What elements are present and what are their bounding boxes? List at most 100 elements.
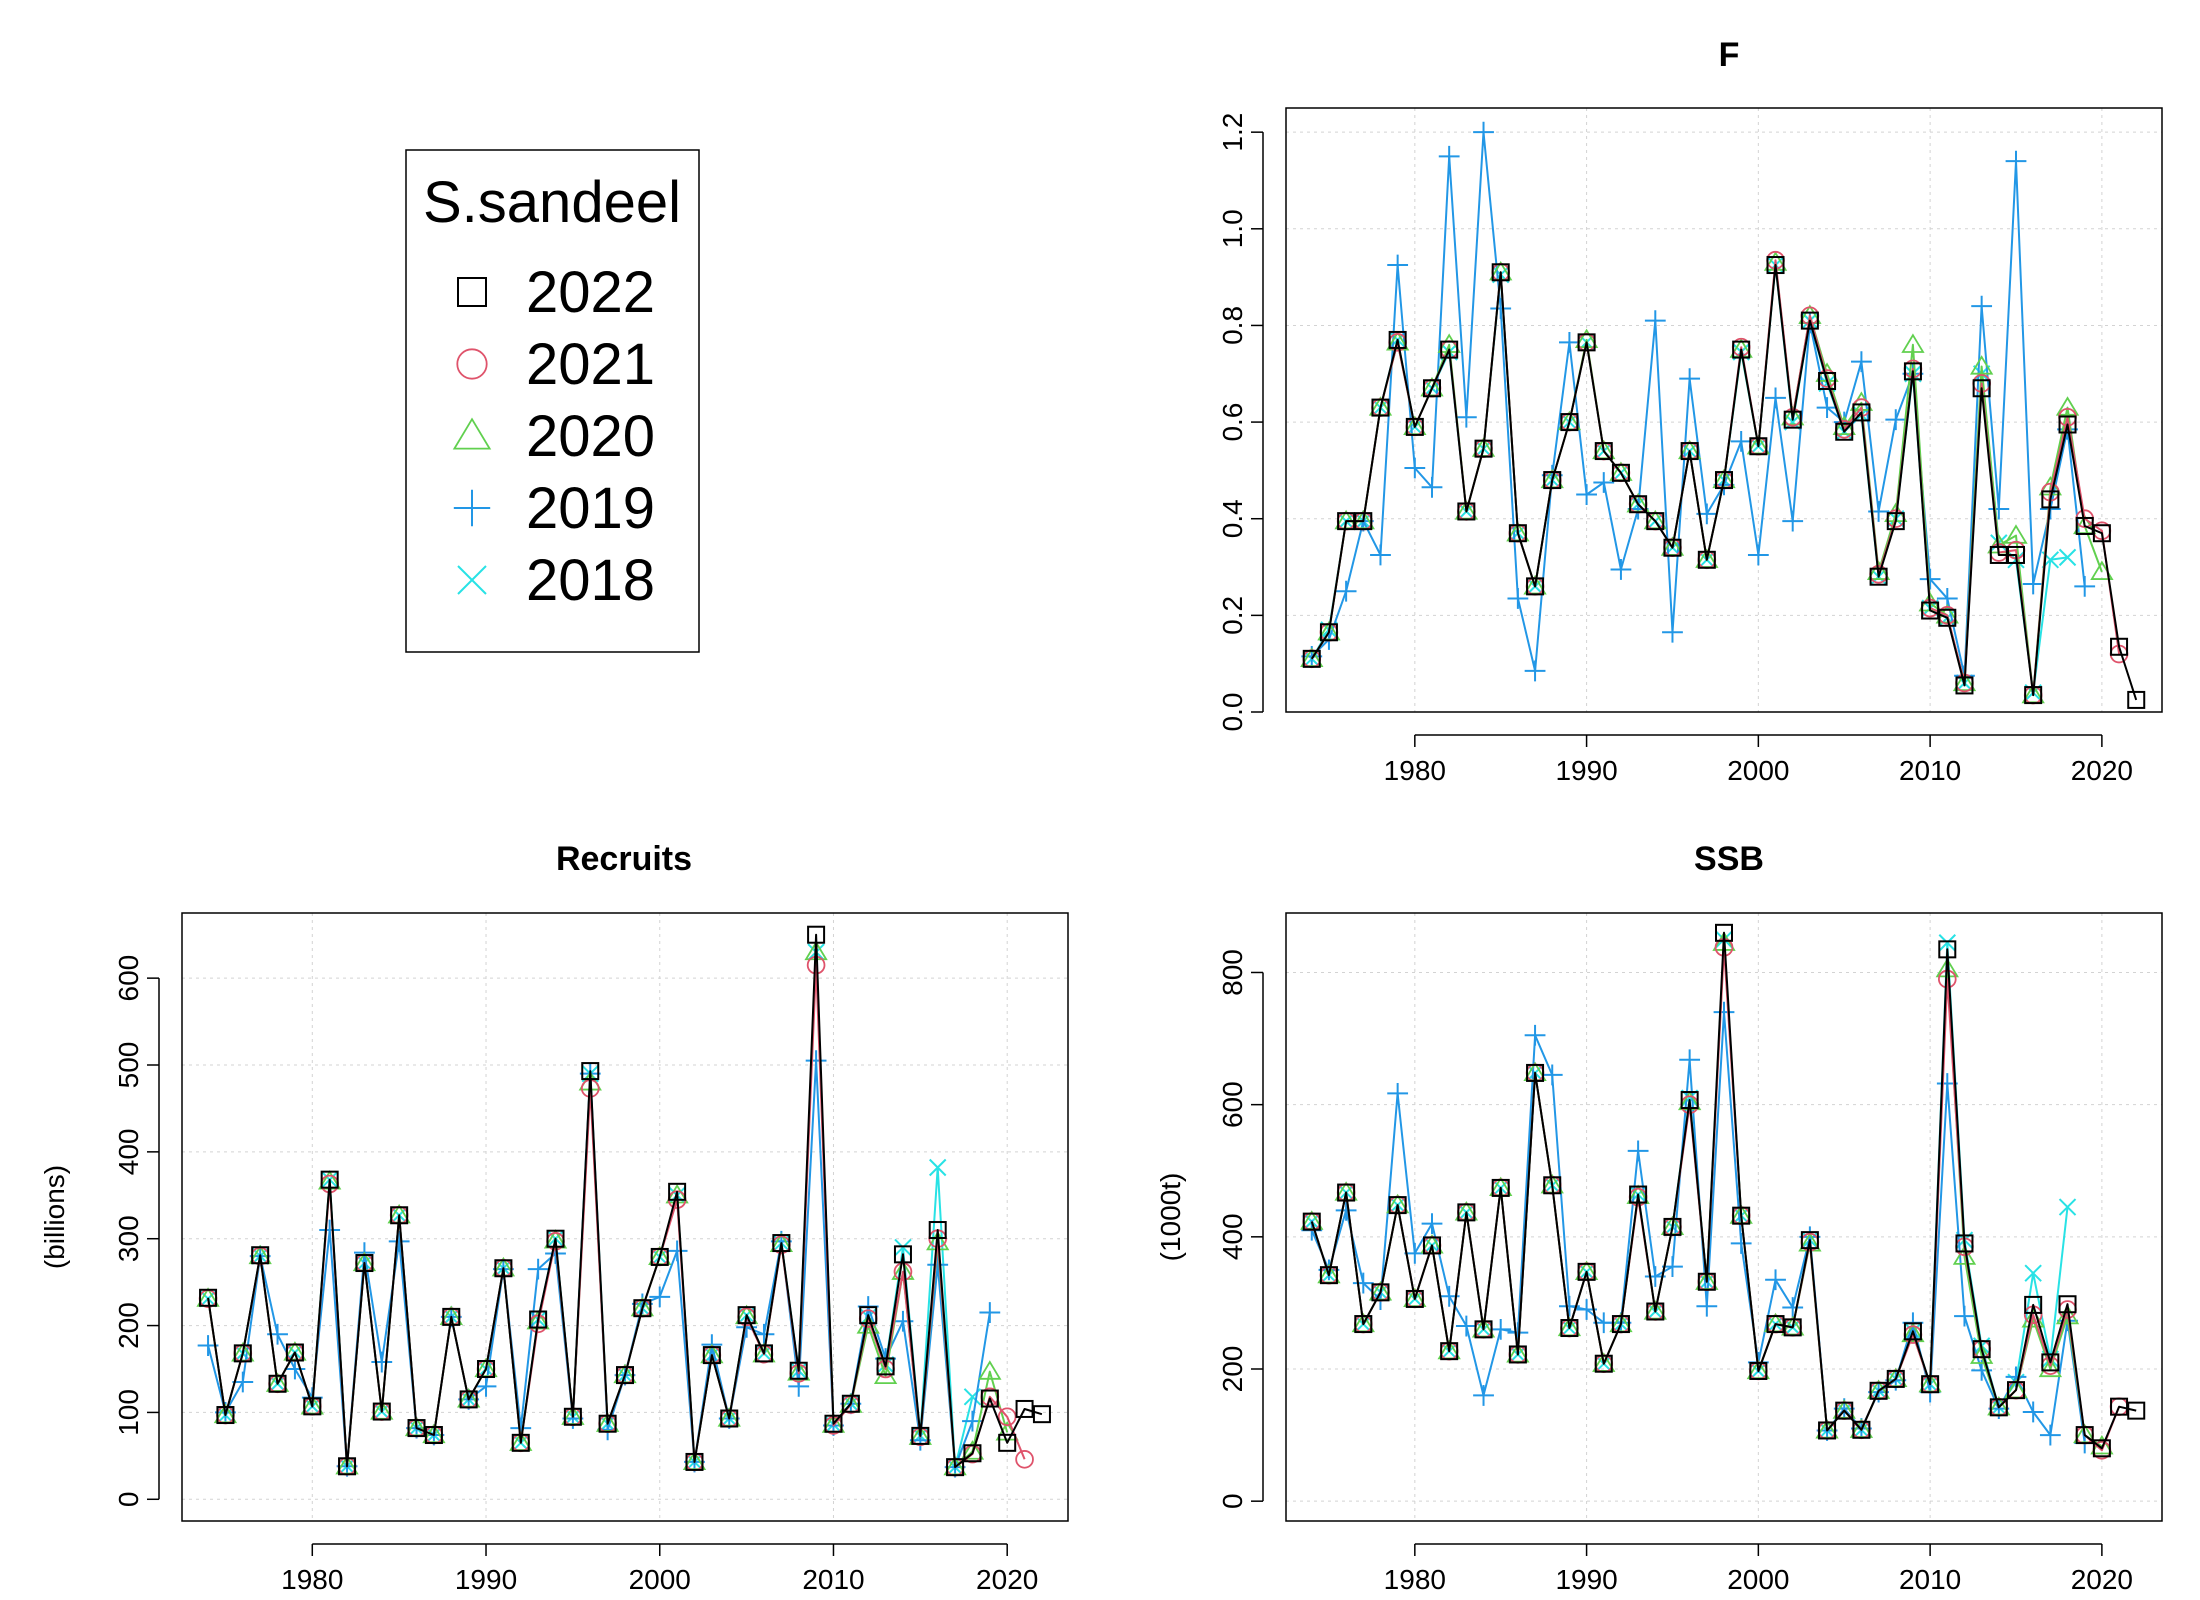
data-point-2019 — [1765, 1269, 1786, 1291]
data-point-2020 — [2038, 1357, 2063, 1378]
data-point-2019 — [1851, 351, 1872, 373]
data-point-2022 — [1354, 1315, 1373, 1334]
x-tick-label: 2010 — [1899, 1564, 1961, 1595]
data-point-2022 — [1354, 512, 1373, 531]
data-point-2022 — [1440, 1342, 1459, 1361]
data-point-2019 — [753, 1323, 775, 1345]
data-point-2022 — [1800, 311, 1819, 330]
data-point-2022 — [372, 1402, 391, 1421]
data-point-2022 — [1423, 379, 1441, 398]
data-point-2022 — [1526, 577, 1545, 596]
y-tick-label: 1.0 — [1217, 209, 1248, 248]
data-point-2019 — [1507, 588, 1529, 609]
data-point-2022 — [355, 1254, 374, 1273]
legend-cross-icon — [457, 565, 487, 595]
data-point-2019 — [1490, 1318, 1512, 1340]
data-point-2019 — [1593, 472, 1615, 493]
data-point-2020 — [2055, 1304, 2080, 1325]
data-point-2019 — [927, 1254, 949, 1276]
data-point-2022 — [2024, 1295, 2043, 1314]
data-point-2019 — [1782, 510, 1804, 532]
data-point-2020 — [1969, 1344, 1994, 1364]
data-point-2022 — [2075, 1426, 2094, 1445]
data-point-2022 — [477, 1360, 496, 1378]
data-point-2019 — [1782, 1297, 1804, 1318]
data-point-2019 — [232, 1371, 254, 1393]
legend-square-icon — [457, 277, 487, 307]
data-point-2019 — [1730, 1233, 1752, 1254]
data-point-2020 — [1952, 671, 1977, 692]
data-point-2022 — [1732, 1206, 1751, 1225]
data-point-2022 — [2110, 637, 2129, 656]
data-point-2022 — [1491, 263, 1510, 282]
x-tick-label: 2020 — [976, 1564, 1038, 1595]
y-tick-label: 1.2 — [1217, 113, 1248, 152]
x-tick-label: 2000 — [1727, 755, 1789, 786]
data-point-2019 — [1421, 1213, 1443, 1235]
data-point-2022 — [1423, 1236, 1441, 1255]
y-tick-label: 300 — [113, 1215, 144, 1262]
data-point-2022 — [1749, 437, 1768, 456]
x-axis: 1980 1990 2000 2010 2020 — [281, 1543, 1038, 1595]
data-point-2020 — [1901, 333, 1925, 353]
data-point-2020 — [1781, 405, 1805, 426]
data-point-2019 — [1954, 1305, 1975, 1327]
data-point-2022 — [1577, 333, 1596, 352]
data-point-2022 — [1337, 1183, 1356, 1202]
data-point-2022 — [893, 1245, 912, 1264]
data-point-2022 — [1989, 1398, 2008, 1417]
data-point-2022 — [1886, 1369, 1905, 1388]
data-point-2018 — [1938, 934, 1956, 952]
data-point-2019 — [1679, 368, 1701, 389]
data-point-2019 — [1696, 1295, 1718, 1317]
data-point-2022 — [1371, 398, 1390, 417]
data-point-2022 — [303, 1397, 322, 1416]
data-point-2019 — [284, 1358, 306, 1380]
y-tick-label: 200 — [113, 1302, 144, 1349]
x-tick-label: 1980 — [281, 1564, 343, 1595]
data-point-2022 — [1989, 545, 2008, 564]
data-point-2022 — [1015, 1399, 1034, 1418]
data-point-2019 — [1627, 1140, 1649, 1162]
y-tick-label: 500 — [113, 1042, 144, 1089]
data-point-2022 — [1835, 1401, 1854, 1420]
data-point-2022 — [1800, 1231, 1819, 1250]
data-point-2022 — [1766, 1315, 1785, 1334]
data-point-2022 — [998, 1433, 1017, 1452]
data-point-2022 — [1594, 1354, 1613, 1373]
data-point-2022 — [233, 1344, 252, 1363]
x-tick-label: 1980 — [1384, 755, 1446, 786]
data-point-2022 — [1938, 940, 1957, 959]
y-tick-label: 0.8 — [1217, 306, 1248, 345]
series-2022 — [199, 925, 1051, 1477]
data-point-2022 — [459, 1390, 478, 1409]
data-point-2022 — [1972, 379, 1991, 398]
data-point-2022 — [1629, 1185, 1648, 1204]
data-point-2022 — [1646, 512, 1665, 531]
data-point-2022 — [650, 1247, 669, 1266]
data-point-2022 — [2024, 686, 2043, 705]
data-point-2019 — [1387, 1083, 1409, 1104]
data-point-2022 — [442, 1307, 461, 1326]
data-point-2022 — [1319, 1266, 1338, 1285]
data-point-2022 — [320, 1170, 339, 1189]
data-point-2022 — [1783, 410, 1802, 429]
x-tick-label: 2000 — [629, 1564, 691, 1595]
data-point-2022 — [338, 1457, 357, 1476]
data-point-2022 — [1508, 1345, 1527, 1364]
data-point-2022 — [876, 1357, 895, 1376]
data-point-2022 — [1457, 1203, 1476, 1222]
data-point-2020 — [1385, 331, 1410, 351]
data-point-2022 — [2058, 415, 2077, 434]
data-point-2018 — [928, 1158, 947, 1177]
data-point-2022 — [598, 1414, 617, 1433]
data-point-2019 — [1438, 145, 1460, 167]
y-tick-label: 0 — [1217, 1493, 1248, 1509]
data-point-2022 — [807, 925, 826, 944]
data-point-2022 — [1405, 417, 1424, 436]
data-point-2018 — [2058, 548, 2077, 567]
data-point-2019 — [1679, 1049, 1701, 1071]
x-tick-label: 1990 — [455, 1564, 517, 1595]
data-point-2022 — [616, 1366, 634, 1385]
data-point-2022 — [268, 1374, 287, 1393]
